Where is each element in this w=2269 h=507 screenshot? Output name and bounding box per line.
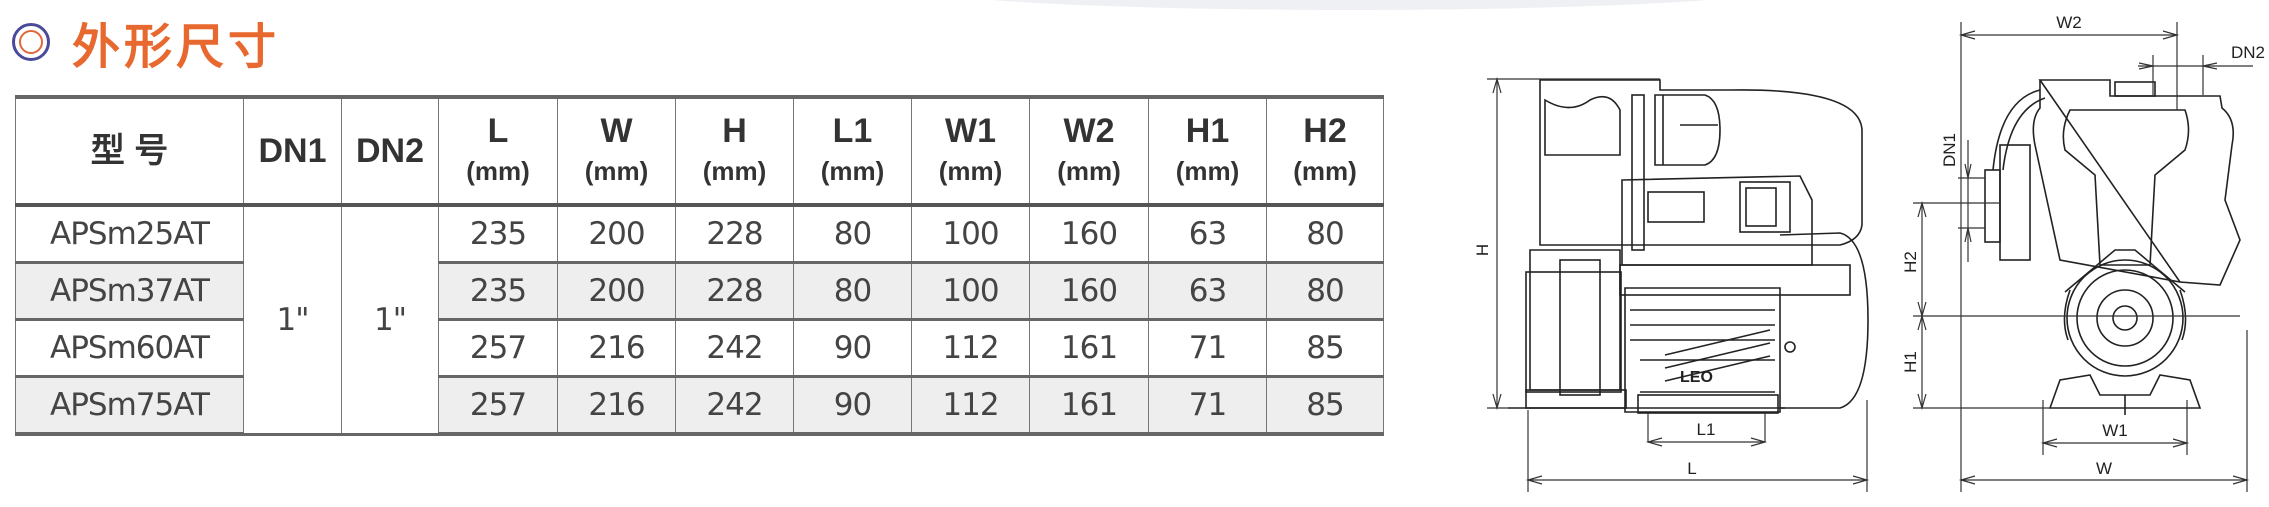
table-row: APSm60AT 257 216 242 90 112 161 71 85	[15, 319, 1384, 378]
value-cell: 242	[675, 376, 794, 436]
value-cell: 228	[675, 204, 794, 264]
header-model: 型 号	[15, 95, 244, 207]
table-row: APSm37AT 235 200 228 80 100 160 63 80	[15, 262, 1384, 321]
header-w1: W1 (mm)	[911, 95, 1030, 207]
pump-dimension-drawing: LEO H L L1	[1473, 13, 2265, 492]
value-cell: 80	[793, 262, 912, 321]
value-cell: 63	[1148, 262, 1267, 321]
circle-bullet-icon	[12, 23, 50, 61]
dim-label-h2: H2	[1901, 251, 1920, 273]
value-cell: 80	[1266, 204, 1384, 264]
model-cell: APSm60AT	[15, 319, 244, 378]
value-cell: 216	[557, 376, 676, 436]
value-cell: 161	[1029, 319, 1149, 378]
header-h2: H2 (mm)	[1266, 95, 1384, 207]
logo-text: LEO	[1680, 369, 1713, 386]
header-dn1: DN1	[243, 95, 342, 207]
value-cell: 71	[1148, 376, 1267, 436]
value-cell: 112	[911, 376, 1030, 436]
value-cell: 228	[675, 262, 794, 321]
value-cell: 160	[1029, 262, 1149, 321]
value-cell: 85	[1266, 376, 1384, 436]
header-l1: L1 (mm)	[793, 95, 912, 207]
dim-label-l1: L1	[1697, 420, 1716, 439]
dim-label-dn2: DN2	[2231, 43, 2265, 62]
value-cell: 80	[1266, 262, 1384, 321]
value-cell: 216	[557, 319, 676, 378]
value-cell: 242	[675, 319, 794, 378]
dn1-cell: 1"	[243, 204, 342, 436]
table-header-row: 型 号 DN1 DN2 L (mm) W (mm) H (mm) L1 (mm) W1(…	[15, 95, 1384, 207]
value-cell: 80	[793, 204, 912, 264]
value-cell: 63	[1148, 204, 1267, 264]
value-cell: 100	[911, 204, 1030, 264]
header-dn2: DN2	[341, 95, 439, 207]
value-cell: 200	[557, 204, 676, 264]
value-cell: 90	[793, 319, 912, 378]
dim-label-h: H	[1473, 244, 1492, 256]
header-w2: W2 (mm)	[1029, 95, 1149, 207]
dim-label-h1: H1	[1901, 351, 1920, 373]
table-row: APSm75AT 257 216 242 90 112 161 71 85	[15, 376, 1384, 436]
model-cell: APSm37AT	[15, 262, 244, 321]
background-glow	[900, 0, 1800, 10]
pump-side-view: LEO H L L1	[1473, 76, 1870, 492]
header-h: H (mm)	[675, 95, 794, 207]
pump-front-view: W2 DN2 DN1 H2 H1 W1 W	[1901, 13, 2265, 492]
section-title-text: 外形尺寸	[72, 19, 281, 75]
dn2-cell: 1"	[341, 204, 439, 436]
value-cell: 71	[1148, 319, 1267, 378]
value-cell: 200	[557, 262, 676, 321]
value-cell: 235	[438, 262, 558, 321]
value-cell: 112	[911, 319, 1030, 378]
table-row: APSm25AT 1" 1" 235 200 228 80 100 160 63 80	[15, 204, 1384, 436]
header-l: L (mm)	[438, 95, 558, 207]
header-w: W (mm)	[557, 95, 676, 207]
dim-label-l: L	[1687, 459, 1696, 478]
dim-label-w2: W2	[2056, 13, 2082, 32]
value-cell: 85	[1266, 319, 1384, 378]
dim-label-w: W	[2096, 459, 2112, 478]
value-cell: 160	[1029, 204, 1149, 264]
dim-label-w1: W1	[2102, 421, 2128, 440]
dimensions-table: 型 号 DN1 DN2 L (mm) W (mm) H (mm) L1 (mm) W1(…	[15, 95, 1384, 436]
value-cell: 100	[911, 262, 1030, 321]
value-cell: 257	[438, 319, 558, 378]
model-cell: APSm75AT	[15, 376, 244, 436]
value-cell: 235	[438, 204, 558, 264]
section-title: 外形尺寸	[12, 14, 280, 75]
model-cell: APSm25AT	[15, 204, 244, 264]
value-cell: 161	[1029, 376, 1149, 436]
dim-label-dn1: DN1	[1940, 133, 1959, 167]
value-cell: 257	[438, 376, 558, 436]
value-cell: 90	[793, 376, 912, 436]
header-h1: H1 (mm)	[1148, 95, 1267, 207]
